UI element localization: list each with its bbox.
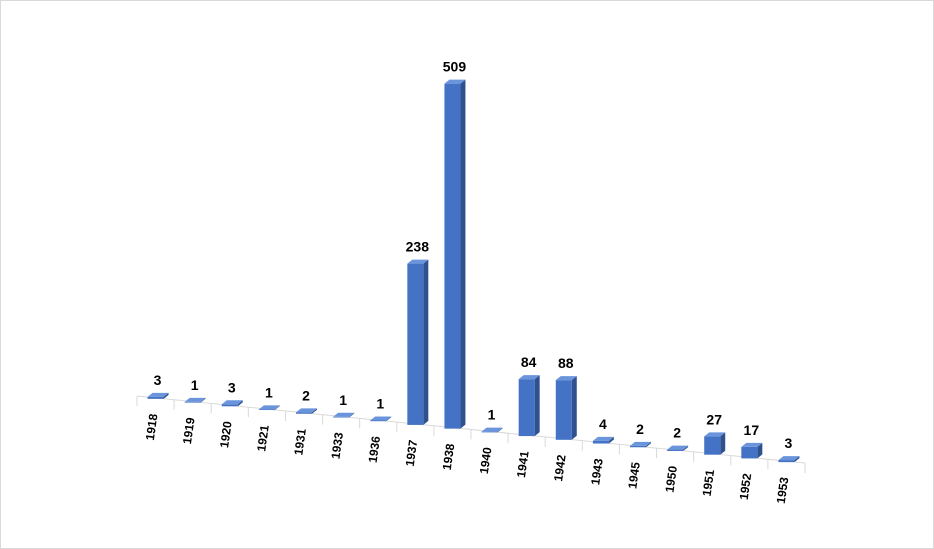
bar-side bbox=[683, 445, 689, 451]
value-label: 1 bbox=[191, 377, 199, 393]
value-label: 2 bbox=[302, 387, 310, 403]
bar-side bbox=[460, 79, 466, 429]
value-label: 238 bbox=[406, 239, 430, 255]
value-label: 3 bbox=[154, 372, 162, 388]
bar bbox=[555, 380, 572, 440]
bar bbox=[147, 396, 164, 399]
bar-top bbox=[592, 436, 614, 441]
bar-top bbox=[630, 441, 651, 446]
bar-top bbox=[258, 405, 280, 410]
bar bbox=[221, 404, 238, 407]
bar bbox=[778, 460, 795, 463]
x-tick-label: 1931 bbox=[291, 427, 309, 456]
bar bbox=[630, 445, 646, 448]
value-label: 84 bbox=[521, 354, 537, 370]
x-tick-label: 1938 bbox=[440, 442, 458, 471]
x-tick-label: 1953 bbox=[774, 476, 792, 505]
bar-side bbox=[237, 400, 243, 407]
bar-side bbox=[200, 397, 206, 403]
x-tick-label: 1919 bbox=[180, 416, 198, 445]
value-label: 88 bbox=[558, 355, 574, 371]
bar-top bbox=[741, 442, 763, 447]
x-tick-label: 1942 bbox=[551, 454, 569, 483]
bar-top bbox=[221, 400, 243, 405]
bar bbox=[258, 409, 275, 411]
bar-top bbox=[296, 408, 317, 413]
bar bbox=[667, 449, 684, 451]
bar-side bbox=[534, 375, 540, 437]
bar-top bbox=[184, 397, 206, 402]
x-tick-label: 1937 bbox=[403, 439, 421, 468]
bar-side bbox=[757, 442, 763, 459]
bar bbox=[370, 420, 387, 422]
bar bbox=[518, 379, 535, 437]
bar-top bbox=[333, 412, 355, 417]
x-tick-label: 1951 bbox=[700, 468, 718, 497]
bar-top bbox=[370, 416, 392, 421]
x-tick-label: 1952 bbox=[737, 472, 755, 501]
value-label: 3 bbox=[228, 379, 236, 395]
bar-top bbox=[444, 79, 466, 84]
value-label: 2 bbox=[673, 425, 681, 441]
x-tick-label: 1943 bbox=[588, 457, 606, 486]
value-label: 3 bbox=[785, 435, 793, 451]
value-label: 17 bbox=[744, 422, 760, 438]
bar-top bbox=[778, 456, 800, 461]
x-tick-label: 1945 bbox=[625, 461, 643, 490]
bar bbox=[184, 401, 201, 403]
x-tick-label: 1933 bbox=[328, 431, 346, 460]
bar-side bbox=[720, 432, 726, 455]
bar-side bbox=[423, 259, 429, 425]
bar-side bbox=[349, 412, 355, 418]
value-label: 509 bbox=[443, 59, 467, 75]
bar-side bbox=[274, 405, 280, 411]
value-label: 1 bbox=[339, 392, 347, 408]
bar-top bbox=[704, 432, 726, 437]
bar-top bbox=[481, 427, 503, 432]
x-tick-label: 1936 bbox=[366, 435, 384, 464]
value-label: 1 bbox=[265, 384, 273, 400]
bar bbox=[296, 412, 312, 414]
bar-top bbox=[667, 445, 689, 450]
bar-side bbox=[608, 436, 614, 444]
value-label: 1 bbox=[376, 396, 384, 412]
bar-side bbox=[794, 456, 800, 463]
bar-top bbox=[555, 376, 577, 381]
bar-top bbox=[147, 392, 169, 397]
x-tick-label: 1921 bbox=[254, 424, 272, 453]
x-tick-label: 1941 bbox=[514, 450, 532, 479]
bar-top bbox=[407, 259, 429, 264]
value-label: 1 bbox=[488, 407, 496, 423]
bar bbox=[444, 83, 461, 429]
x-tick-label: 1920 bbox=[217, 420, 235, 449]
value-label: 27 bbox=[706, 411, 722, 427]
bar-side bbox=[497, 427, 503, 433]
bar bbox=[704, 436, 721, 455]
bar bbox=[333, 416, 350, 418]
bar bbox=[407, 263, 424, 425]
bar-top bbox=[518, 375, 540, 380]
bar-side bbox=[571, 376, 577, 440]
bar-side bbox=[386, 416, 392, 422]
bar-side bbox=[646, 441, 651, 448]
bar bbox=[741, 446, 758, 459]
value-label: 4 bbox=[599, 416, 607, 432]
x-tick-label: 1918 bbox=[143, 413, 161, 442]
bar bbox=[481, 431, 498, 433]
x-tick-label: 1950 bbox=[662, 465, 680, 494]
value-label: 2 bbox=[636, 421, 644, 437]
x-tick-label: 1940 bbox=[477, 446, 495, 475]
bar-side bbox=[312, 408, 317, 414]
bar bbox=[592, 440, 609, 444]
bar-side bbox=[163, 392, 169, 399]
